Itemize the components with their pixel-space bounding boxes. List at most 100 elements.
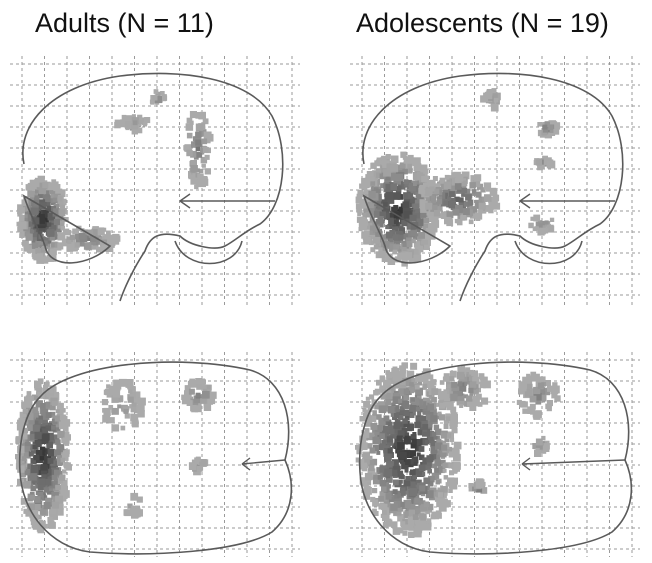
activation-voxel: [464, 372, 472, 379]
activation-voxel: [403, 192, 411, 200]
activation-voxel: [420, 415, 427, 423]
activation-voxel: [442, 189, 449, 196]
activation-voxel: [376, 414, 382, 420]
activation-voxel: [473, 180, 481, 188]
activation-voxel: [200, 398, 206, 404]
activation-voxel: [445, 387, 454, 395]
activation-voxel: [134, 507, 141, 514]
activation-voxel: [539, 227, 546, 235]
activation-voxel: [42, 428, 49, 435]
activation-voxel: [382, 160, 390, 168]
activation-voxel: [378, 495, 385, 502]
activation-voxel: [377, 228, 382, 234]
activation-voxel: [42, 240, 48, 246]
activation-voxel: [456, 187, 463, 193]
activation-voxel: [455, 205, 463, 213]
activation-voxel: [426, 455, 434, 463]
activation-voxel: [448, 488, 453, 493]
activation-voxel: [63, 210, 68, 215]
activation-voxel: [24, 446, 31, 453]
activation-voxel: [391, 402, 396, 408]
activation-voxel: [404, 435, 410, 441]
activation-voxel: [47, 476, 52, 481]
activation-voxel: [112, 408, 119, 415]
activation-voxel: [442, 462, 448, 468]
activation-voxel: [399, 366, 406, 374]
activation-voxel: [49, 411, 56, 418]
activation-voxel: [43, 384, 49, 391]
activation-voxel: [490, 197, 498, 205]
activation-voxel: [359, 442, 368, 451]
activation-voxel: [32, 217, 40, 225]
activation-voxel: [475, 393, 482, 400]
activation-voxel: [396, 501, 403, 507]
activation-voxel: [428, 374, 434, 380]
activation-voxel: [53, 208, 60, 215]
activation-voxel: [385, 224, 390, 230]
activation-voxel: [366, 432, 375, 441]
activation-voxel: [39, 214, 45, 220]
activation-voxel: [401, 252, 409, 260]
activation-voxel: [108, 417, 115, 424]
activation-voxel: [21, 231, 27, 236]
activation-voxel: [56, 402, 64, 410]
activation-voxel: [185, 123, 194, 131]
activation-voxel: [424, 463, 432, 471]
activation-voxel: [385, 399, 392, 406]
activation-voxel: [412, 474, 417, 480]
commissure-marker: [519, 193, 615, 209]
activation-voxel: [535, 398, 542, 405]
activation-voxel: [97, 228, 105, 236]
activation-voxel: [40, 464, 48, 471]
activation-voxel: [386, 426, 395, 435]
activation-voxel: [196, 466, 203, 472]
activation-voxel: [40, 403, 46, 409]
activation-voxel: [483, 182, 492, 190]
activation-voxel: [401, 522, 410, 531]
activation-voxel: [181, 396, 190, 405]
activation-voxel: [30, 457, 37, 465]
activation-voxel: [131, 123, 138, 130]
activation-voxel: [387, 463, 394, 471]
activation-voxel: [18, 221, 27, 229]
activation-voxel: [390, 174, 398, 181]
activation-voxel: [394, 374, 403, 382]
activation-voxel: [106, 230, 111, 236]
activation-voxel: [383, 437, 390, 444]
activation-voxel: [425, 490, 434, 499]
activation-voxel: [372, 225, 381, 234]
activation-voxel: [34, 395, 39, 400]
activation-voxel: [30, 207, 39, 216]
activation-voxel: [45, 497, 53, 505]
activation-voxel: [49, 404, 56, 411]
activation-voxel: [46, 489, 52, 495]
activation-voxel: [53, 184, 61, 192]
activation-voxel: [38, 415, 43, 420]
activation-voxel: [453, 465, 460, 472]
activation-voxel: [480, 95, 488, 103]
activation-voxel: [484, 91, 493, 100]
activation-voxel: [478, 202, 486, 210]
activation-voxel: [55, 188, 63, 196]
activation-voxel: [428, 209, 437, 217]
activation-voxel: [395, 185, 402, 192]
activation-voxel: [425, 407, 433, 415]
activation-voxel: [32, 424, 40, 432]
activation-voxel: [152, 95, 158, 101]
activation-voxel: [188, 171, 196, 179]
activation-voxel: [377, 203, 384, 210]
activation-voxel: [380, 164, 388, 172]
activation-voxel: [190, 405, 197, 412]
title-adolescents: Adolescents (N = 19): [356, 8, 609, 38]
activation-voxel: [475, 216, 481, 221]
activation-voxel: [389, 212, 397, 219]
activation-voxel: [363, 230, 371, 238]
activation-voxel: [131, 402, 137, 408]
activation-voxel: [382, 497, 388, 502]
activation-voxel: [430, 379, 437, 386]
activation-voxel: [370, 422, 378, 430]
activation-voxel: [48, 205, 56, 213]
activation-voxel: [537, 122, 542, 127]
activation-voxel: [459, 384, 467, 392]
activation-voxel: [22, 239, 29, 247]
